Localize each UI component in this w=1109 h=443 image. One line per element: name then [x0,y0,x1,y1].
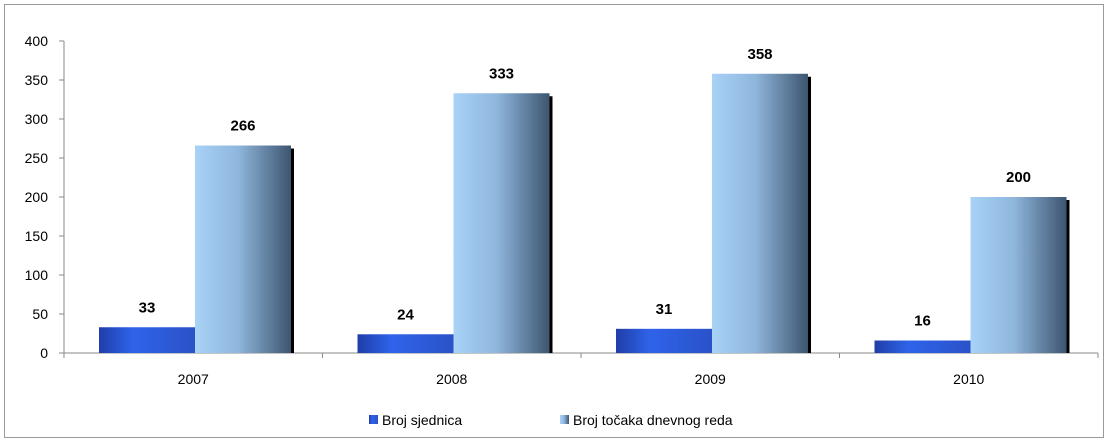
data-label: 31 [656,301,673,318]
chart-frame [4,4,1104,438]
legend-swatch [369,415,378,424]
legend-label: Broj sjednica [382,412,462,428]
y-tick-label: 350 [25,72,49,88]
y-tick-label: 0 [40,345,48,361]
bar [99,327,195,353]
data-label: 266 [230,118,255,135]
bars [99,73,1070,353]
data-label: 333 [489,65,514,82]
y-tick-label: 150 [25,228,49,244]
bar [453,93,550,353]
bar [874,340,971,353]
data-labels: 33 24 31 16 266 333 358 200 [139,46,1031,330]
y-tick-label: 200 [25,189,49,205]
y-tick-label: 50 [32,306,48,322]
x-tick-label: 2010 [953,371,984,387]
bar [712,73,808,353]
bar [357,334,454,353]
data-label: 200 [1006,169,1031,186]
legend-swatch [560,415,569,424]
bar [970,197,1067,353]
y-tick-label: 400 [25,33,49,49]
data-label: 24 [397,306,414,323]
y-tick-label: 250 [25,150,49,166]
y-tick-label: 300 [25,111,49,127]
legend-label: Broj točaka dnevnog reda [573,412,733,428]
y-tick-label: 100 [25,267,49,283]
data-label: 33 [139,299,156,316]
data-label: 358 [747,46,772,63]
data-label: 16 [914,313,931,330]
x-tick-label: 2007 [178,371,209,387]
bar [616,328,712,353]
bar [195,145,291,353]
x-tick-label: 2009 [695,371,726,387]
legend: Broj sjednica Broj točaka dnevnog reda [369,412,733,428]
x-tick-label: 2008 [436,371,467,387]
